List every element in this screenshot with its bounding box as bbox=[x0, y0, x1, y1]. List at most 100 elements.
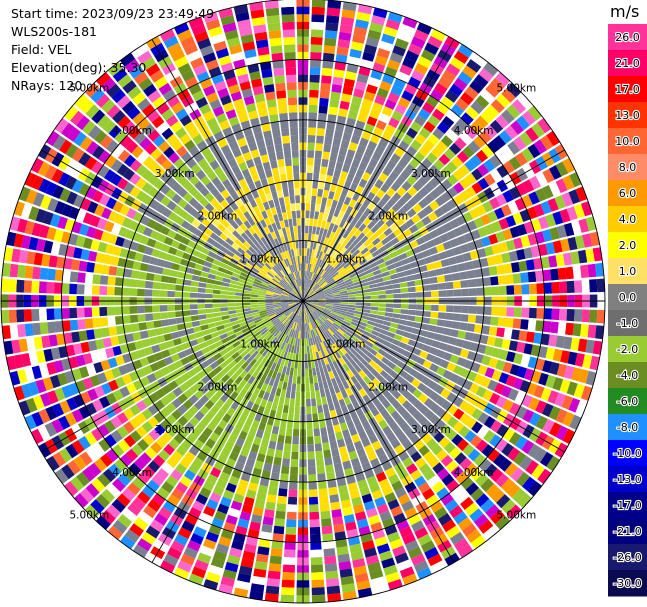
velocity-gate bbox=[241, 255, 249, 263]
velocity-gate bbox=[527, 319, 537, 331]
velocity-gate bbox=[322, 151, 330, 160]
velocity-gate bbox=[73, 247, 83, 259]
velocity-gate bbox=[338, 446, 348, 455]
velocity-gate bbox=[144, 142, 157, 155]
velocity-gate bbox=[304, 286, 306, 294]
velocity-gate bbox=[305, 331, 308, 339]
velocity-gate bbox=[243, 464, 253, 475]
velocity-gate bbox=[313, 257, 318, 266]
velocity-gate bbox=[278, 105, 288, 114]
velocity-gate bbox=[305, 307, 310, 315]
velocity-gate bbox=[202, 52, 217, 64]
velocity-gate bbox=[250, 583, 265, 593]
velocity-gate bbox=[377, 232, 387, 241]
velocity-gate bbox=[520, 354, 531, 367]
velocity-gate bbox=[416, 567, 432, 580]
velocity-gate bbox=[465, 186, 477, 198]
velocity-gate bbox=[315, 226, 321, 235]
velocity-gate bbox=[501, 88, 516, 103]
velocity-gate bbox=[220, 447, 231, 458]
velocity-gate bbox=[291, 451, 299, 460]
velocity-gate bbox=[402, 191, 413, 202]
velocity-gate bbox=[258, 324, 266, 331]
velocity-gate bbox=[427, 380, 438, 391]
velocity-gate bbox=[281, 326, 288, 334]
velocity-gate bbox=[257, 389, 266, 399]
velocity-gate bbox=[290, 305, 297, 311]
velocity-gate bbox=[313, 375, 318, 384]
velocity-gate bbox=[326, 578, 340, 587]
velocity-gate bbox=[215, 320, 224, 327]
velocity-gate bbox=[163, 35, 179, 49]
velocity-gate bbox=[270, 239, 277, 248]
velocity-gate bbox=[153, 369, 164, 380]
velocity-gate bbox=[310, 256, 314, 265]
velocity-gate bbox=[250, 117, 260, 128]
velocity-gate bbox=[291, 291, 298, 297]
velocity-gate bbox=[329, 99, 340, 108]
velocity-gate bbox=[234, 375, 243, 385]
velocity-gate bbox=[268, 152, 277, 162]
velocity-gate bbox=[307, 451, 315, 460]
velocity-gate bbox=[422, 284, 431, 291]
velocity-gate bbox=[349, 338, 357, 345]
velocity-gate bbox=[77, 319, 86, 330]
velocity-gate bbox=[407, 76, 421, 89]
velocity-gate bbox=[231, 51, 244, 62]
velocity-gate bbox=[279, 373, 286, 382]
velocity-gate bbox=[456, 235, 467, 245]
velocity-gate bbox=[123, 182, 135, 194]
velocity-gate bbox=[170, 121, 183, 133]
velocity-gate bbox=[235, 330, 244, 337]
velocity-gate bbox=[430, 311, 439, 319]
velocity-gate bbox=[132, 476, 146, 490]
velocity-gate bbox=[276, 503, 287, 512]
velocity-gate bbox=[316, 343, 321, 352]
velocity-gate bbox=[581, 309, 590, 323]
velocity-gate bbox=[160, 282, 169, 290]
velocity-gate bbox=[267, 324, 275, 331]
velocity-gate bbox=[231, 351, 240, 360]
velocity-gate bbox=[285, 267, 290, 275]
velocity-gate bbox=[132, 544, 149, 558]
velocity-gate bbox=[453, 226, 464, 237]
velocity-gate bbox=[233, 532, 246, 543]
velocity-gate bbox=[84, 273, 94, 284]
velocity-gate bbox=[289, 195, 295, 204]
velocity-gate bbox=[124, 59, 140, 73]
velocity-gate bbox=[278, 488, 288, 497]
velocity-gate bbox=[209, 268, 218, 275]
velocity-gate bbox=[418, 198, 429, 209]
velocity-gate bbox=[282, 564, 295, 573]
velocity-gate bbox=[280, 280, 287, 287]
velocity-gate bbox=[260, 374, 267, 383]
velocity-gate bbox=[496, 264, 505, 275]
velocity-gate bbox=[440, 424, 452, 436]
velocity-gate bbox=[484, 463, 498, 477]
velocity-gate bbox=[252, 283, 261, 288]
velocity-gate bbox=[384, 312, 393, 318]
velocity-gate bbox=[442, 519, 457, 533]
velocity-gate bbox=[227, 158, 238, 168]
velocity-gate bbox=[261, 69, 273, 79]
velocity-gate bbox=[399, 314, 408, 320]
velocity-gate bbox=[121, 306, 130, 315]
velocity-gate bbox=[310, 298, 318, 300]
velocity-gate bbox=[498, 306, 507, 317]
range-label: 3.00km bbox=[155, 168, 195, 180]
velocity-gate bbox=[491, 306, 500, 316]
velocity-gate bbox=[71, 179, 84, 193]
velocity-gate bbox=[228, 283, 237, 289]
velocity-gate bbox=[151, 344, 161, 354]
velocity-gate bbox=[210, 384, 220, 394]
velocity-gate bbox=[141, 421, 154, 433]
velocity-gate bbox=[525, 127, 539, 142]
velocity-gate bbox=[193, 364, 204, 374]
velocity-gate bbox=[218, 536, 232, 547]
velocity-gate bbox=[273, 292, 282, 296]
velocity-gate bbox=[56, 333, 66, 346]
velocity-gate bbox=[133, 71, 149, 85]
velocity-gate bbox=[192, 500, 205, 512]
velocity-gate bbox=[167, 229, 177, 239]
velocity-gate bbox=[92, 399, 104, 412]
